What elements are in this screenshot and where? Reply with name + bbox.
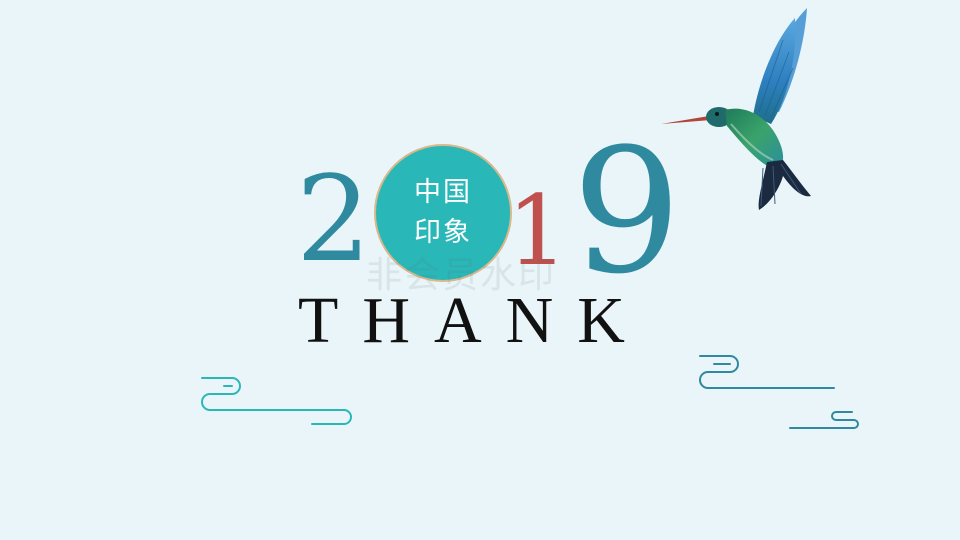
hummingbird-icon (661, 8, 811, 210)
title-badge: 中国 印象 (374, 144, 512, 282)
year-digit-1: 1 (507, 175, 569, 287)
year-digit-2: 2 (296, 150, 372, 288)
cloud-left-icon (201, 377, 352, 425)
cloud-right-icon (699, 355, 859, 429)
badge-line-1: 中国 (414, 177, 472, 208)
year-digit-9: 9 (572, 111, 682, 312)
thank-heading: THANK (298, 284, 649, 357)
watermark: 非会员水印 (366, 255, 557, 296)
badge-line-2: 印象 (414, 217, 472, 248)
